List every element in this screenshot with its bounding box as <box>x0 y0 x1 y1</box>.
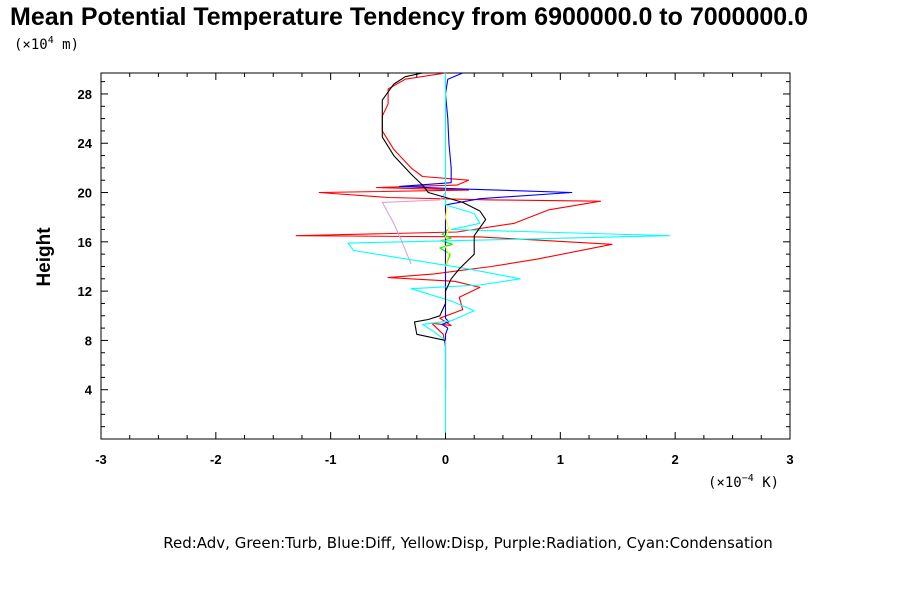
y-tick-label: 28 <box>78 87 92 102</box>
y-tick-label: 24 <box>78 136 93 151</box>
x-tick-label: 0 <box>442 452 449 467</box>
y-tick-label: 4 <box>85 383 93 398</box>
series-line-adv <box>295 72 613 390</box>
chart-title: Mean Potential Temperature Tendency from… <box>10 3 808 31</box>
x-tick-label: 2 <box>672 452 679 467</box>
series-line-radiation <box>381 192 446 265</box>
series-line-disp <box>442 204 450 267</box>
x-unit-label: (×10−4 K) <box>708 473 779 491</box>
x-tick-label: 1 <box>557 452 564 467</box>
y-axis-label: Height <box>34 227 55 287</box>
x-tick-label: 3 <box>786 452 793 467</box>
y-unit-label: (×104 m) <box>14 35 79 53</box>
legend: Red:Adv, Green:Turb, Blue:Diff, Yellow:D… <box>163 534 773 552</box>
y-tick-label: 12 <box>78 284 92 299</box>
y-tick-label: 8 <box>85 333 92 348</box>
y-tick-label: 20 <box>78 186 92 201</box>
x-tick-label: -1 <box>325 452 337 467</box>
series-line-diff <box>399 72 573 390</box>
x-tick-label: -3 <box>95 452 107 467</box>
series-line-condensation <box>347 73 670 433</box>
x-tick-label: -2 <box>210 452 222 467</box>
y-tick-label: 16 <box>78 235 92 250</box>
series-line-total <box>381 72 487 341</box>
